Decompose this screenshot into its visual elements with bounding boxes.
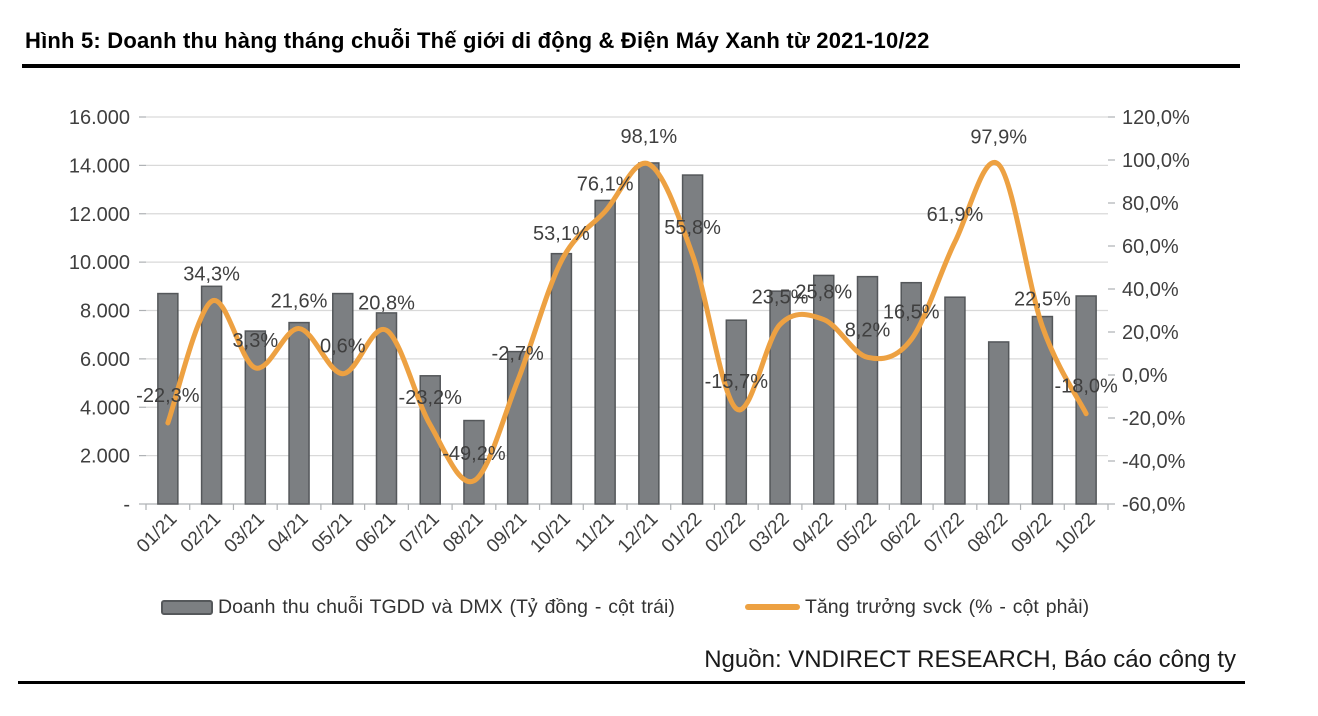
source-note: Nguồn: VNDIRECT RESEARCH, Báo cáo công t…: [704, 646, 1236, 673]
revenue-bar-03/21: [244, 330, 267, 505]
y-axis-left-label: 2.000: [80, 446, 130, 468]
x-axis-label: 05/22: [833, 509, 881, 557]
x-axis-label: 12/21: [614, 509, 662, 557]
legend-label-growth: Tăng trưởng svck (% - cột phải): [805, 595, 1090, 618]
revenue-bar-12/21: [638, 162, 660, 505]
x-axis-label: 04/22: [789, 509, 837, 557]
y-axis-left-label: 16.000: [69, 107, 130, 129]
revenue-bar-10/21: [550, 252, 573, 505]
growth-point-label: -22,3%: [136, 385, 200, 407]
revenue-bar-07/22: [944, 296, 966, 505]
line-swatch-icon: [745, 604, 800, 610]
x-axis-label: 03/22: [745, 509, 793, 557]
y-axis-left-label: 4.000: [80, 397, 130, 419]
revenue-bar-06/21: [375, 312, 398, 505]
growth-point-label: 97,9%: [970, 127, 1027, 149]
x-axis-label: 05/21: [308, 509, 356, 557]
y-axis-right-label: -40,0%: [1122, 451, 1186, 473]
x-axis-label: 08/21: [439, 509, 487, 557]
y-axis-left-label: 10.000: [69, 252, 130, 274]
legend-item-growth: Tăng trưởng svck (% - cột phải): [745, 596, 1089, 618]
revenue-bar-06/22: [900, 281, 922, 505]
growth-point-label: 3,3%: [233, 330, 279, 352]
x-axis-label: 04/21: [264, 509, 312, 557]
revenue-bar-03/22: [769, 290, 791, 505]
growth-point-label: 8,2%: [845, 319, 891, 341]
x-axis-label: 08/22: [964, 509, 1012, 557]
revenue-bar-05/22: [856, 275, 879, 505]
revenue-bar-02/21: [200, 285, 223, 505]
x-axis-label: 07/21: [395, 509, 443, 557]
revenue-bar-09/22: [1031, 315, 1054, 505]
growth-point-label: 76,1%: [577, 173, 634, 195]
revenue-growth-combo-chart: 16.000 14.000 12.000 10.000 8.000 6.000 4.000 2…: [69, 107, 1190, 557]
title-divider: [22, 64, 1240, 68]
growth-point-label: 22,5%: [1014, 289, 1071, 311]
revenue-bar-05/21: [332, 292, 354, 505]
bottom-divider: [18, 681, 1245, 684]
growth-point-label: 0,6%: [320, 336, 366, 358]
revenue-bar-08/22: [987, 341, 1010, 505]
x-axis-label: 09/21: [483, 509, 531, 557]
growth-point-label: -23,2%: [399, 387, 463, 409]
y-axis-right-label: 120,0%: [1122, 107, 1190, 129]
revenue-bar-04/22: [813, 274, 835, 505]
revenue-bar-02/22: [725, 319, 748, 505]
x-axis-label: 01/22: [658, 509, 706, 557]
growth-point-label: 16,5%: [883, 302, 940, 324]
y-axis-right-label: 80,0%: [1122, 193, 1179, 215]
x-axis-label: 03/21: [220, 509, 268, 557]
growth-point-label: -15,7%: [705, 371, 769, 393]
growth-point-label: 98,1%: [621, 126, 678, 148]
growth-point-label: 61,9%: [927, 204, 984, 226]
growth-line: [165, 159, 1089, 485]
y-axis-right-label: 0,0%: [1122, 365, 1168, 387]
revenue-bar-01/22: [681, 174, 704, 505]
growth-point-label: 55,8%: [664, 217, 721, 239]
growth-point-label: 25,8%: [795, 282, 852, 304]
growth-point-label: -49,2%: [442, 443, 506, 465]
x-axis-label: 06/21: [352, 509, 400, 557]
y-axis-right-label: 40,0%: [1122, 279, 1179, 301]
bar-swatch-icon: [161, 599, 213, 615]
y-axis-left-label: 8.000: [80, 301, 130, 323]
x-axis-label: 11/21: [571, 509, 618, 556]
x-axis-label: 01/21: [133, 509, 181, 557]
y-axis-left-label: 6.000: [80, 349, 130, 371]
figure-title: Hình 5: Doanh thu hàng tháng chuỗi Thế g…: [25, 28, 930, 53]
growth-point-label: 34,3%: [183, 263, 240, 285]
x-axis-label: 07/22: [920, 509, 968, 557]
y-axis-right-label: 20,0%: [1122, 322, 1179, 344]
legend-label-revenue: Doanh thu chuỗi TGDD và DMX (Tỷ đồng - c…: [218, 595, 675, 618]
x-axis-label: 10/22: [1051, 509, 1099, 557]
growth-point-label: 20,8%: [358, 292, 415, 314]
x-axis-label: 02/22: [701, 509, 749, 557]
y-axis-left-label: 12.000: [69, 204, 130, 226]
growth-point-label: -2,7%: [492, 343, 544, 365]
growth-point-label: 53,1%: [533, 223, 590, 245]
revenue-bar-11/21: [594, 199, 616, 505]
growth-point-label: -18,0%: [1054, 376, 1118, 398]
x-axis-label: 02/21: [177, 509, 225, 557]
y-axis-left-label: 14.000: [69, 155, 130, 177]
revenue-bar-04/21: [288, 321, 310, 505]
x-axis-label: 10/21: [526, 509, 574, 557]
growth-point-label: 21,6%: [271, 291, 328, 313]
x-axis-label: 09/22: [1007, 509, 1055, 557]
y-axis-right-label: 60,0%: [1122, 236, 1179, 258]
x-axis-label: 06/22: [876, 509, 924, 557]
legend-item-revenue: Doanh thu chuỗi TGDD và DMX (Tỷ đồng - c…: [161, 596, 675, 618]
y-axis-right-label: 100,0%: [1122, 150, 1190, 172]
y-axis-right-label: -60,0%: [1122, 494, 1186, 516]
growth-point-label: 23,5%: [752, 286, 809, 308]
revenue-bar-01/21: [157, 292, 179, 505]
y-axis-right-label: -20,0%: [1122, 408, 1186, 430]
y-axis-left-label: -: [123, 494, 130, 516]
